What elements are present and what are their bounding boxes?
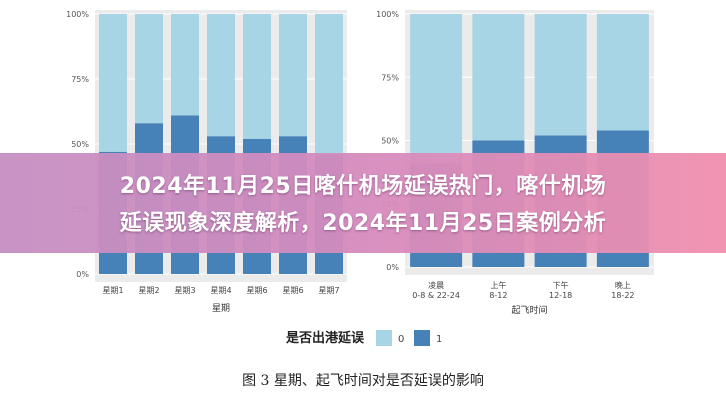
y-tick-label: 50% xyxy=(381,137,399,146)
bar-segment-series-0 xyxy=(534,14,587,136)
x-tick-label: 星期6 xyxy=(282,286,303,295)
legend-label-0: 0 xyxy=(398,334,404,345)
x-tick-label: 星期6 xyxy=(246,286,267,295)
y-tick-label: 75% xyxy=(381,73,399,82)
bar-segment-series-0 xyxy=(243,14,271,139)
x-axis-label: 起飞时间 xyxy=(511,304,547,316)
bar-segment-series-0 xyxy=(279,14,307,137)
bar-segment-series-0 xyxy=(135,14,163,124)
bar-segment-series-0 xyxy=(410,14,463,164)
bar-segment-series-0 xyxy=(99,14,127,152)
banner-headline-line-2: 延误现象深度解析，2024年11月25日案例分析 xyxy=(119,211,607,236)
x-axis-label: 星期 xyxy=(212,303,230,314)
figure-caption: 图 3 星期、起飞时间对是否延误的影响 xyxy=(242,373,484,389)
y-tick-label: 100% xyxy=(66,10,89,19)
bar-segment-series-0 xyxy=(171,14,199,116)
y-tick-label: 0% xyxy=(76,270,89,279)
x-tick-label: 8-12 xyxy=(489,291,507,300)
bar-segment-series-0 xyxy=(472,14,525,141)
x-tick-label: 星期3 xyxy=(174,286,195,295)
bar-segment-series-0 xyxy=(596,14,649,131)
legend-swatch-1 xyxy=(414,330,430,346)
promo-banner xyxy=(0,153,726,253)
x-tick-label: 晚上 xyxy=(615,280,631,290)
x-tick-label: 18-22 xyxy=(611,291,634,300)
x-tick-label: 上午 xyxy=(490,280,506,290)
legend-label-1: 1 xyxy=(436,334,442,345)
bar-segment-series-0 xyxy=(207,14,235,137)
legend: 是否出港延误 0 1 xyxy=(285,330,442,346)
x-tick-label: 星期4 xyxy=(210,286,231,295)
bar-segment-series-0 xyxy=(315,14,343,155)
x-tick-label: 下午 xyxy=(553,280,569,290)
x-tick-label: 星期7 xyxy=(318,286,339,295)
y-tick-label: 50% xyxy=(71,140,89,149)
y-tick-label: 100% xyxy=(376,10,399,19)
x-tick-label: 星期2 xyxy=(138,286,159,295)
banner-headline-line-1: 2024年11月25日喀什机场延误热门，喀什机场 xyxy=(119,174,607,199)
y-tick-label: 0% xyxy=(386,263,399,272)
x-tick-label: 凌晨 xyxy=(428,280,444,290)
legend-swatch-0 xyxy=(376,330,392,346)
legend-title: 是否出港延误 xyxy=(285,330,365,346)
x-tick-label: 12-18 xyxy=(549,291,572,300)
y-tick-label: 75% xyxy=(71,75,89,84)
x-tick-label: 0-8 & 22-24 xyxy=(412,291,460,300)
x-tick-label: 星期1 xyxy=(102,286,123,295)
